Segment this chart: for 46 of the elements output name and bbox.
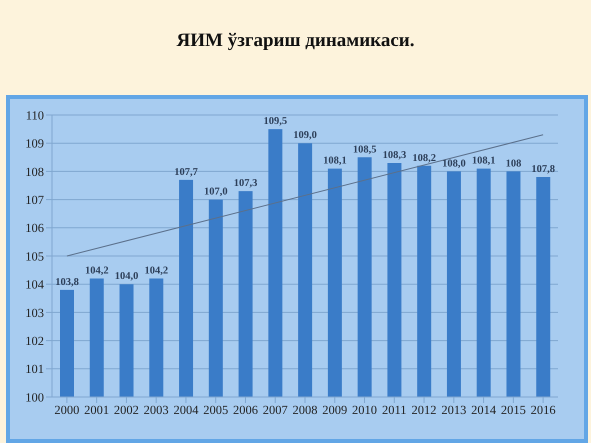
data-label: 108,2 [412,152,436,164]
data-label: 104,2 [144,266,168,277]
data-label: 108,3 [382,150,406,161]
data-label: 103,8 [55,276,79,288]
data-label: 108 [506,158,522,170]
x-tick-label: 2011 [382,402,407,417]
data-label: 107,7 [174,166,198,178]
data-label: 107,0 [204,186,228,198]
data-label: 108,1 [472,156,496,167]
x-tick-label: 2009 [322,402,348,417]
x-tick-label: 2003 [144,402,169,417]
data-label: 104,0 [114,271,138,282]
y-tick-label: 101 [25,362,44,376]
y-tick-label: 110 [26,108,44,122]
x-tick-label: 2008 [292,402,318,417]
x-tick-label: 2012 [412,402,437,417]
y-tick-label: 107 [25,193,44,208]
x-tick-label: 2002 [114,402,139,417]
x-tick-label: 2001 [84,402,110,417]
y-tick-label: 108 [25,164,44,179]
data-label: 109,0 [293,130,317,142]
x-tick-label: 2007 [262,402,288,417]
x-tick-label: 2015 [500,402,526,417]
data-label: 108,1 [323,156,347,167]
data-label: 107,3 [234,178,258,190]
y-tick-label: 105 [25,249,44,264]
data-label: 109,5 [264,116,288,128]
chart-title: ЯИМ ўзгариш динамикаси. [176,30,416,52]
data-label: 107,8 [531,164,556,176]
x-tick-label: 2016 [530,402,556,417]
y-tick-label: 102 [25,334,44,348]
x-tick-label: 2005 [203,402,228,417]
data-label: 104,2 [84,266,109,277]
y-tick-label: 109 [25,136,44,151]
x-tick-label: 2014 [471,402,497,417]
y-tick-label: 100 [25,390,44,404]
x-tick-label: 2013 [441,402,466,417]
data-label: 108,0 [442,158,466,170]
y-tick-label: 103 [25,306,44,320]
x-tick-label: 2006 [232,402,258,417]
x-tick-label: 2004 [173,402,200,417]
x-tick-label: 2010 [352,402,378,417]
y-tick-label: 104 [25,278,45,292]
y-tick-label: 106 [25,221,44,236]
x-tick-label: 2000 [54,402,80,417]
data-label: 108,5 [352,144,376,156]
